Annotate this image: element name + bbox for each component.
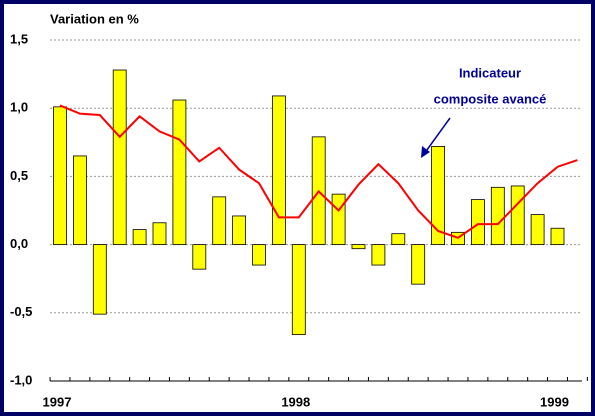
bar	[132, 229, 147, 245]
annotation-arrow	[423, 117, 451, 155]
bar	[411, 244, 426, 285]
bar	[391, 233, 406, 246]
y-tick-label: 0,5	[10, 168, 28, 183]
annotation-line: Indicateur	[459, 65, 521, 80]
y-tick-label: -0,5	[10, 304, 32, 319]
bar	[470, 199, 485, 245]
arrow-head	[421, 146, 430, 158]
y-tick-label: -1,0	[10, 372, 32, 387]
bar	[53, 106, 67, 245]
bar	[271, 95, 286, 245]
bar	[252, 244, 266, 266]
y-tick-label: 1,0	[10, 100, 28, 115]
x-tick-label: 1997	[43, 394, 72, 409]
bar	[351, 244, 366, 250]
y-tick-label: 1,5	[10, 31, 28, 46]
annotation-line: composite avancé	[434, 91, 547, 106]
bar	[431, 145, 446, 245]
bar	[172, 99, 187, 245]
y-tick-label: 0,0	[10, 236, 28, 251]
bar	[510, 185, 525, 245]
chart-title: Variation en %	[50, 11, 139, 26]
bar	[152, 222, 167, 246]
annotation: Indicateur composite avancé	[421, 65, 546, 158]
x-tick-label: 1998	[281, 394, 310, 409]
bar	[371, 244, 386, 266]
bar	[92, 244, 107, 315]
bar	[73, 155, 87, 246]
bar	[530, 214, 545, 245]
bar	[550, 227, 565, 245]
bar	[331, 193, 346, 246]
bar	[232, 215, 247, 245]
bar	[490, 186, 505, 245]
bar	[192, 244, 207, 270]
bar	[291, 244, 306, 336]
x-tick-label: 1999	[540, 394, 569, 409]
bar	[112, 69, 127, 245]
line	[59, 104, 578, 239]
bar	[212, 196, 227, 246]
